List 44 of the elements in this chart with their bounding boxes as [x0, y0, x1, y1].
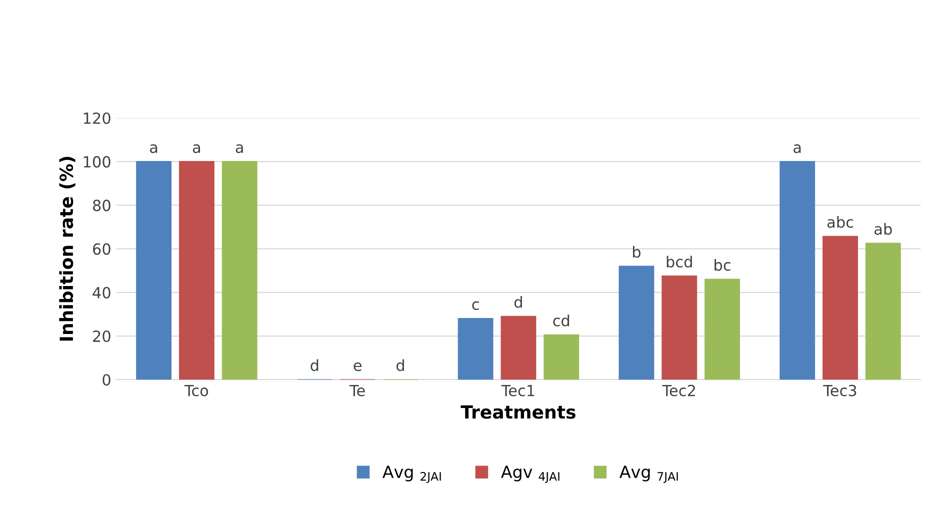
legend-label: Avg $_{7JAI}$ — [620, 466, 678, 483]
bar — [618, 266, 654, 380]
data-label: d — [396, 359, 404, 372]
bar — [178, 161, 214, 380]
data-label: e — [354, 362, 362, 372]
y-tick-label: 80 — [92, 200, 110, 212]
x-tick-label: Tec1 — [501, 384, 534, 396]
bar — [780, 161, 816, 380]
x-tick-label: Te — [349, 384, 365, 396]
y-tick-label: 40 — [92, 286, 110, 298]
bar — [458, 318, 494, 380]
legend-label: Avg $_{2JAI}$ — [382, 466, 441, 483]
bar — [222, 161, 258, 380]
data-label: bc — [714, 258, 730, 271]
data-label: a — [150, 144, 158, 154]
data-label: a — [236, 144, 243, 154]
bar — [544, 334, 580, 380]
bar — [500, 316, 536, 380]
y-tick-label: 60 — [93, 243, 110, 255]
x-axis-title: Treatments — [460, 405, 576, 419]
bar — [136, 161, 172, 380]
bar — [704, 278, 740, 380]
x-tick-label: Tec2 — [662, 384, 695, 396]
bar — [822, 236, 858, 380]
data-label: bcd — [666, 256, 692, 268]
data-label: a — [192, 144, 200, 154]
y-tick-label: 0 — [102, 374, 110, 386]
data-label: d — [310, 359, 318, 372]
data-label: ab — [874, 223, 892, 235]
y-tick-label: 120 — [84, 112, 110, 124]
x-tick-label: Tco — [184, 384, 208, 396]
data-label: c — [472, 301, 479, 310]
data-label: a — [794, 144, 801, 154]
legend-label: Agv $_{4JAI}$ — [501, 466, 560, 483]
bar — [865, 242, 901, 380]
bar — [662, 276, 698, 380]
y-tick-label: 20 — [93, 330, 110, 342]
data-label: cd — [553, 314, 570, 326]
x-tick-label: Tec3 — [823, 384, 856, 396]
data-label: abc — [827, 216, 854, 228]
y-axis-title: Inhibition rate (%) — [59, 156, 76, 341]
data-label: b — [633, 246, 640, 258]
data-label: d — [514, 296, 522, 308]
y-tick-label: 100 — [84, 156, 110, 168]
